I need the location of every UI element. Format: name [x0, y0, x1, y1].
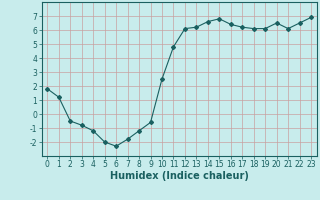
X-axis label: Humidex (Indice chaleur): Humidex (Indice chaleur) — [110, 171, 249, 181]
